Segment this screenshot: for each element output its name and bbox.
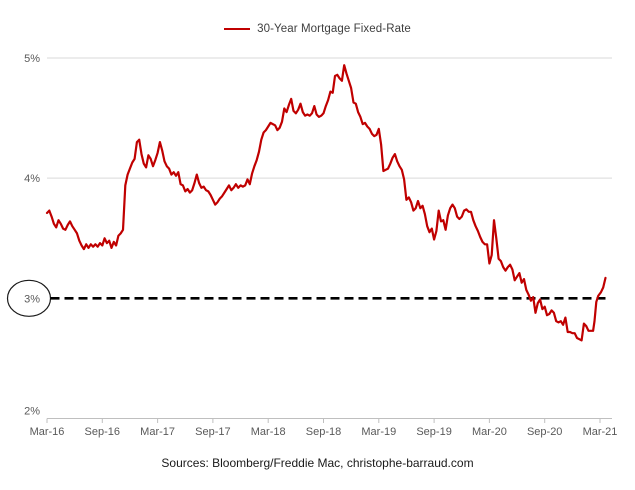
x-axis-label-Sep-17: Sep-17 — [195, 426, 230, 438]
x-axis-label-Sep-20: Sep-20 — [527, 426, 562, 438]
x-axis-label-Mar-21: Mar-21 — [583, 426, 618, 438]
y-axis-label-3%: 3% — [24, 293, 40, 305]
y-axis-label-5%: 5% — [24, 53, 40, 65]
x-axis-label-Mar-20: Mar-20 — [472, 426, 507, 438]
y-axis-label-4%: 4% — [24, 173, 40, 185]
x-axis-label-Sep-18: Sep-18 — [306, 426, 341, 438]
legend-label: 30-Year Mortgage Fixed-Rate — [257, 23, 411, 35]
x-axis-label-Sep-19: Sep-19 — [416, 426, 451, 438]
x-axis-label-Mar-18: Mar-18 — [251, 426, 286, 438]
legend: 30-Year Mortgage Fixed-Rate — [0, 23, 635, 35]
x-axis-label-Mar-17: Mar-17 — [140, 426, 175, 438]
x-axis-label-Sep-16: Sep-16 — [85, 426, 120, 438]
x-axis-label-Mar-19: Mar-19 — [361, 426, 396, 438]
source-caption: Sources: Bloomberg/Freddie Mac, christop… — [161, 456, 474, 470]
y-axis-label-2%: 2% — [24, 406, 40, 418]
x-axis-label-Mar-16: Mar-16 — [30, 426, 65, 438]
legend-line-swatch — [224, 28, 251, 30]
series-line-30-Year Mortgage Fixed-Rate — [45, 64, 607, 342]
